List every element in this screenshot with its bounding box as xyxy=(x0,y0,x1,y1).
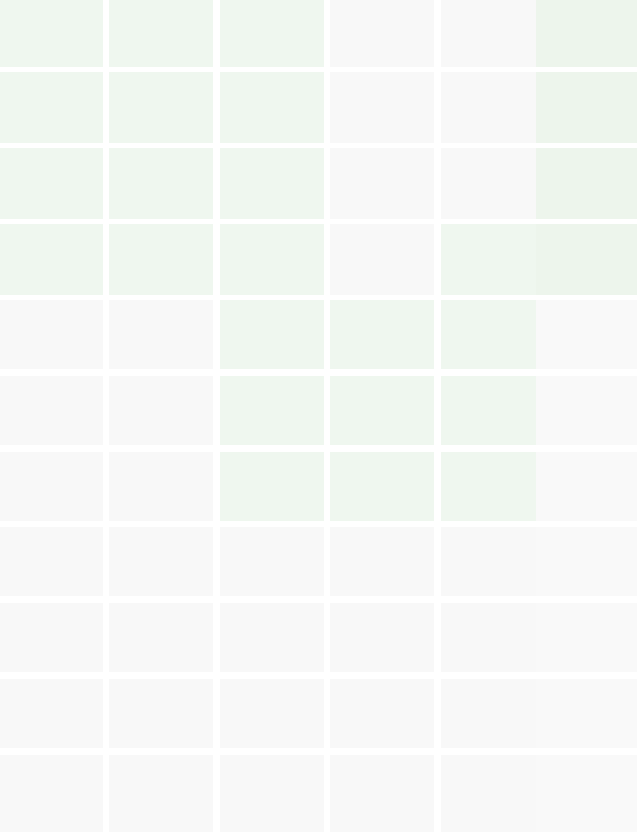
grid-cell-r5-c3[interactable] xyxy=(220,300,324,369)
grid-cell-r6-c6[interactable] xyxy=(536,376,637,445)
grid-cell-r8-c5[interactable] xyxy=(441,527,541,596)
grid-cell-r11-c3[interactable] xyxy=(220,755,324,832)
grid-cell-r1-c6[interactable] xyxy=(536,0,637,67)
grid-cell-r5-c4[interactable] xyxy=(330,300,434,369)
grid-cell-r8-c3[interactable] xyxy=(220,527,324,596)
grid-cell-r10-c4[interactable] xyxy=(330,679,434,748)
grid-cell-r7-c6[interactable] xyxy=(536,452,637,521)
grid-cell-r11-c5[interactable] xyxy=(441,755,541,832)
grid-cell-r11-c1[interactable] xyxy=(0,755,103,832)
grid-cell-r9-c6[interactable] xyxy=(536,603,637,672)
grid-cell-r3-c4[interactable] xyxy=(330,148,434,219)
grid-cell-r5-c2[interactable] xyxy=(109,300,213,369)
grid-cell-r6-c3[interactable] xyxy=(220,376,324,445)
grid-cell-r5-c6[interactable] xyxy=(536,300,637,369)
grid-cell-r3-c1[interactable] xyxy=(0,148,103,219)
grid-cell-r8-c4[interactable] xyxy=(330,527,434,596)
grid-cell-r3-c5[interactable] xyxy=(441,148,541,219)
grid-cell-r3-c2[interactable] xyxy=(109,148,213,219)
grid-cell-r6-c2[interactable] xyxy=(109,376,213,445)
grid-cell-r8-c6[interactable] xyxy=(536,527,637,596)
grid-cell-r4-c3[interactable] xyxy=(220,224,324,295)
grid-cell-r9-c2[interactable] xyxy=(109,603,213,672)
grid-cell-r1-c4[interactable] xyxy=(330,0,434,67)
grid-cell-r3-c3[interactable] xyxy=(220,148,324,219)
grid-cell-r7-c4[interactable] xyxy=(330,452,434,521)
grid-cell-r6-c1[interactable] xyxy=(0,376,103,445)
grid-cell-r1-c1[interactable] xyxy=(0,0,103,67)
grid-cell-r2-c6[interactable] xyxy=(536,72,637,143)
grid-cell-r2-c3[interactable] xyxy=(220,72,324,143)
grid-cell-r4-c4[interactable] xyxy=(330,224,434,295)
grid-cell-r11-c4[interactable] xyxy=(330,755,434,832)
grid-cell-r7-c3[interactable] xyxy=(220,452,324,521)
grid-cell-r1-c3[interactable] xyxy=(220,0,324,67)
grid-cell-r10-c2[interactable] xyxy=(109,679,213,748)
grid-cell-r7-c1[interactable] xyxy=(0,452,103,521)
grid-cell-r2-c1[interactable] xyxy=(0,72,103,143)
grid-cell-r6-c5[interactable] xyxy=(441,376,541,445)
grid-cell-r9-c3[interactable] xyxy=(220,603,324,672)
grid-cell-r8-c1[interactable] xyxy=(0,527,103,596)
grid-cell-r4-c6[interactable] xyxy=(536,224,637,295)
grid-cell-r8-c2[interactable] xyxy=(109,527,213,596)
grid-cell-r7-c2[interactable] xyxy=(109,452,213,521)
grid-cell-r9-c5[interactable] xyxy=(441,603,541,672)
grid-cell-r7-c5[interactable] xyxy=(441,452,541,521)
grid-cell-r4-c1[interactable] xyxy=(0,224,103,295)
grid-cell-r9-c1[interactable] xyxy=(0,603,103,672)
grid-cell-r11-c6[interactable] xyxy=(536,755,637,832)
grid-cell-r2-c2[interactable] xyxy=(109,72,213,143)
grid-cell-r10-c6[interactable] xyxy=(536,679,637,748)
grid-cell-r10-c5[interactable] xyxy=(441,679,541,748)
grid-cell-r6-c4[interactable] xyxy=(330,376,434,445)
grid-cell-r10-c1[interactable] xyxy=(0,679,103,748)
grid-cell-r2-c4[interactable] xyxy=(330,72,434,143)
grid-cell-r2-c5[interactable] xyxy=(441,72,541,143)
grid-cell-r11-c2[interactable] xyxy=(109,755,213,832)
grid-cell-r5-c5[interactable] xyxy=(441,300,541,369)
grid-cell-r4-c5[interactable] xyxy=(441,224,541,295)
grid-cell-r1-c2[interactable] xyxy=(109,0,213,67)
grid-cell-r9-c4[interactable] xyxy=(330,603,434,672)
grid-cell-r4-c2[interactable] xyxy=(109,224,213,295)
grid-cell-r10-c3[interactable] xyxy=(220,679,324,748)
grid-cell-r1-c5[interactable] xyxy=(441,0,541,67)
grid-cell-r5-c1[interactable] xyxy=(0,300,103,369)
grid-cell-r3-c6[interactable] xyxy=(536,148,637,219)
